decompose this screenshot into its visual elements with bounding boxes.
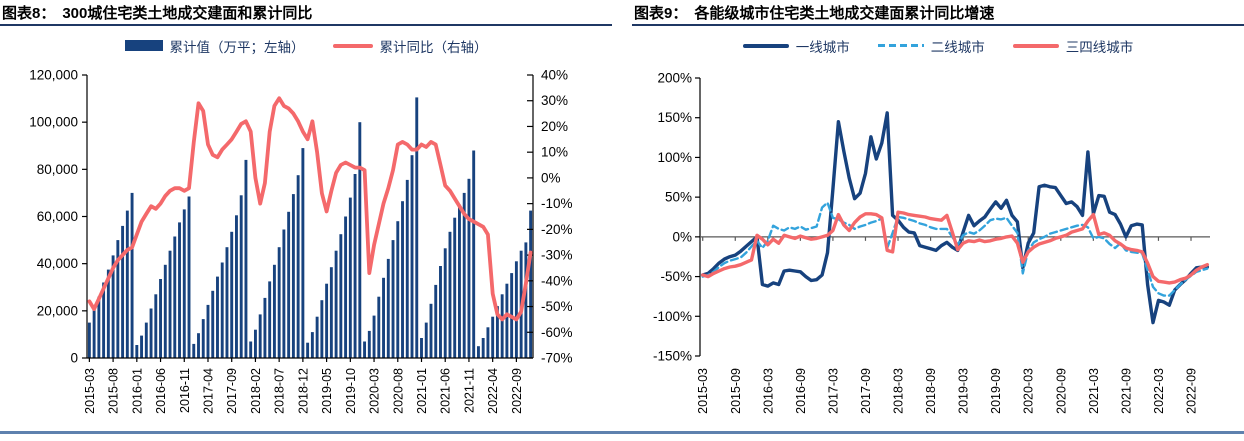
x-axis-tick-label: 2017-09 bbox=[859, 368, 873, 414]
figure9-label: 图表9： bbox=[634, 5, 688, 22]
cumulative-yoy-line bbox=[87, 96, 533, 322]
right-axis-tick-label: -50% bbox=[541, 299, 573, 314]
y-axis-tick-label: -150% bbox=[653, 349, 692, 364]
legend-item-tier3-4: 三四线城市 bbox=[1012, 36, 1134, 56]
cumulative-value-bars bbox=[87, 97, 533, 359]
x-axis-tick-label: 2016-01 bbox=[130, 368, 144, 414]
legend-item-cumulative-yoy: 累计同比（右轴） bbox=[332, 36, 488, 56]
right-axis-tick-label: -20% bbox=[541, 222, 573, 237]
series-line-tier1 bbox=[700, 111, 1209, 325]
x-axis-tick-label: 2018-09 bbox=[924, 368, 938, 414]
series-line-tier3-4 bbox=[700, 210, 1209, 285]
figure9-legend: 一线城市 二线城市 三四线城市 bbox=[632, 33, 1244, 58]
x-axis-tick-label: 2015-03 bbox=[696, 368, 710, 414]
left-axis-tick-label: 0 bbox=[70, 351, 78, 366]
right-axis-tick-label: 40% bbox=[541, 68, 568, 83]
x-axis-tick-label: 2022-09 bbox=[1185, 368, 1199, 414]
right-axis-tick-label: 20% bbox=[541, 119, 568, 134]
x-axis-tick-label: 2015-03 bbox=[83, 368, 97, 414]
right-axis-tick-label: 30% bbox=[541, 93, 568, 108]
x-axis-tick-label: 2020-08 bbox=[391, 368, 405, 414]
figure9-title-rule bbox=[632, 24, 1244, 26]
line-swatch-icon bbox=[742, 43, 789, 48]
x-axis-tick-label: 2016-09 bbox=[794, 368, 808, 414]
fig9-plot-area: 200% 150% 100% 50% 0% -50% -100% -150% 2015-03 20… bbox=[653, 71, 1210, 414]
x-axis-tick-label: 2019-03 bbox=[957, 368, 971, 414]
x-axis-tick-label: 2018-02 bbox=[249, 368, 263, 414]
x-axis-tick-label: 2017-04 bbox=[202, 368, 216, 414]
y-axis-tick-label: -100% bbox=[653, 309, 692, 324]
right-axis-tick-label: -10% bbox=[541, 196, 573, 211]
x-axis-tick-label: 2015-08 bbox=[107, 368, 121, 414]
dashed-line-swatch-icon bbox=[877, 44, 924, 47]
legend-item-tier1: 一线城市 bbox=[742, 36, 850, 56]
figure8-chart: 0 20,000 40,000 60,000 80,000 100,000 120,000 4… bbox=[29, 68, 572, 414]
x-axis-tick-label: 2020-03 bbox=[368, 368, 382, 414]
x-axis-tick-label: 2017-09 bbox=[225, 368, 239, 414]
x-axis-tick-label: 2017-03 bbox=[826, 368, 840, 414]
right-axis-tick-label: 10% bbox=[541, 145, 568, 160]
x-axis-tick-label: 2016-03 bbox=[761, 368, 775, 414]
fig8-plot-area: 0 20,000 40,000 60,000 80,000 100,000 120,000 4… bbox=[29, 68, 572, 414]
y-axis-tick-label: 200% bbox=[657, 71, 692, 86]
line-swatch-icon bbox=[1012, 43, 1059, 48]
figure8-label: 图表8： bbox=[2, 5, 56, 22]
x-axis-tick-label: 2018-03 bbox=[892, 368, 906, 414]
y-axis-tick-label: 50% bbox=[665, 190, 692, 205]
legend-label: 三四线城市 bbox=[1065, 39, 1134, 55]
y-axis-tick-label: -50% bbox=[660, 269, 692, 284]
figure9-title: 图表9： 各能级城市住宅类土地成交建面累计同比增速 bbox=[634, 2, 994, 23]
figure9-title-text: 各能级城市住宅类土地成交建面累计同比增速 bbox=[694, 5, 995, 22]
y-axis-tick-label: 0% bbox=[672, 229, 692, 244]
figure8-title-rule bbox=[0, 24, 612, 26]
figure8-title-text: 300城住宅类土地成交建面和累计同比 bbox=[62, 5, 313, 22]
x-axis-tick-label: 2021-09 bbox=[1119, 368, 1133, 414]
figure8-legend: 累计值（万平；左轴） 累计同比（右轴） bbox=[0, 33, 612, 58]
x-axis-tick-label: 2016-11 bbox=[178, 368, 192, 413]
left-axis-tick-label: 80,000 bbox=[37, 162, 78, 177]
x-axis-tick-label: 2016-06 bbox=[154, 368, 168, 414]
left-axis-tick-label: 120,000 bbox=[29, 68, 78, 83]
x-axis-tick-label: 2022-09 bbox=[510, 368, 524, 414]
legend-label: 累计同比（右轴） bbox=[379, 39, 488, 55]
left-axis-tick-label: 100,000 bbox=[29, 115, 78, 130]
legend-label: 累计值（万平；左轴） bbox=[169, 39, 305, 55]
right-axis-tick-label: -60% bbox=[541, 325, 573, 340]
x-axis-tick-label: 2022-04 bbox=[486, 368, 500, 414]
x-axis-tick-label: 2022-03 bbox=[1152, 368, 1166, 414]
line-swatch-icon bbox=[332, 43, 373, 48]
left-axis-tick-label: 40,000 bbox=[37, 256, 78, 271]
bar-swatch-icon bbox=[124, 40, 163, 51]
figure8-panel: 图表8： 300城住宅类土地成交建面和累计同比 累计值（万平；左轴） 累计同比（右… bbox=[0, 0, 612, 441]
page-bottom-rule bbox=[0, 431, 1244, 434]
left-axis-tick-label: 20,000 bbox=[37, 303, 78, 318]
legend-item-cumulative-value: 累计值（万平；左轴） bbox=[124, 36, 305, 56]
x-axis-tick-label: 2018-07 bbox=[273, 368, 287, 414]
x-axis-tick-label: 2019-05 bbox=[320, 368, 334, 414]
x-axis-tick-label: 2021-06 bbox=[439, 368, 453, 414]
right-axis-tick-label: -30% bbox=[541, 248, 573, 263]
right-axis-tick-label: -40% bbox=[541, 273, 573, 288]
legend-label: 一线城市 bbox=[795, 39, 850, 55]
x-axis-tick-label: 2021-01 bbox=[415, 368, 429, 414]
y-axis-tick-label: 150% bbox=[657, 110, 692, 125]
legend-item-tier2: 二线城市 bbox=[877, 36, 985, 56]
x-axis-tick-label: 2021-11 bbox=[462, 368, 476, 413]
x-axis-tick-label: 2019-10 bbox=[344, 368, 358, 414]
x-axis-tick-label: 2020-03 bbox=[1022, 368, 1036, 414]
x-axis-tick-label: 2015-09 bbox=[729, 368, 743, 414]
x-axis-tick-label: 2021-03 bbox=[1087, 368, 1101, 414]
right-axis-tick-label: -70% bbox=[541, 351, 573, 366]
right-axis-tick-label: 0% bbox=[541, 170, 561, 185]
left-axis-tick-label: 60,000 bbox=[37, 209, 78, 224]
x-axis-tick-label: 2019-09 bbox=[989, 368, 1003, 414]
figure9-panel: 图表9： 各能级城市住宅类土地成交建面累计同比增速 一线城市 二线城市 三四线城市… bbox=[632, 0, 1244, 441]
figure8-title: 图表8： 300城住宅类土地成交建面和累计同比 bbox=[2, 2, 312, 23]
legend-label: 二线城市 bbox=[930, 39, 985, 55]
figure9-chart: 200% 150% 100% 50% 0% -50% -100% -150% 2015-03 20… bbox=[653, 71, 1210, 414]
x-axis-tick-label: 2018-12 bbox=[296, 368, 310, 414]
y-axis-tick-label: 100% bbox=[657, 150, 692, 165]
x-axis-tick-label: 2020-09 bbox=[1054, 368, 1068, 414]
